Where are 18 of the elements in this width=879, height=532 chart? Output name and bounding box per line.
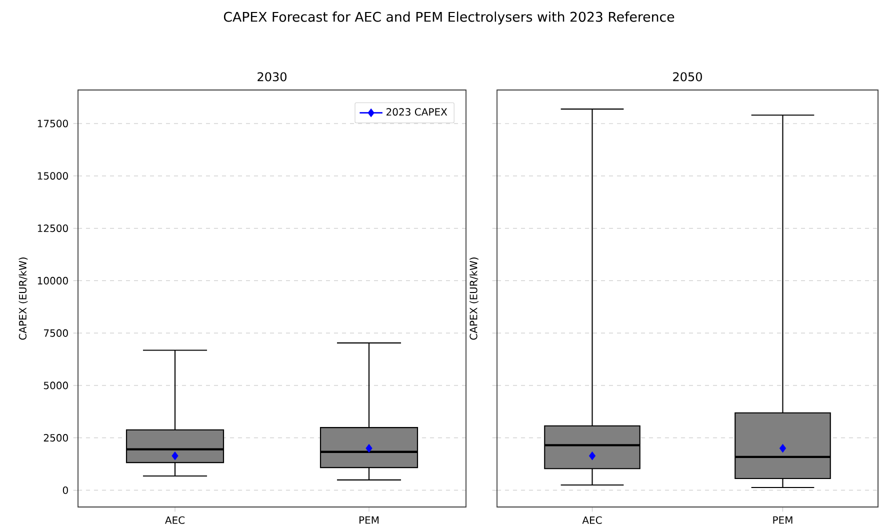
y-tick-label: 7500 xyxy=(44,329,68,337)
legend-label: 2023 CAPEX xyxy=(386,108,448,116)
chart-subtitle: 2030 xyxy=(258,72,286,82)
y-tick-label: 5000 xyxy=(44,382,68,390)
x-tick-label: AEC xyxy=(165,516,185,524)
y-tick-label: 0 xyxy=(62,486,68,494)
y-tick-label: 2500 xyxy=(44,434,68,442)
chart-title: CAPEX Forecast for AEC and PEM Electrolysers with 2023 Reference xyxy=(224,12,674,24)
chart-subtitle: 2050 xyxy=(673,72,702,82)
x-tick-label: PEM xyxy=(359,516,379,524)
x-tick-label: AEC xyxy=(582,516,602,524)
y-axis-title: CAPEX (EUR/kW) xyxy=(18,258,28,340)
x-tick-label: PEM xyxy=(773,516,792,524)
y-tick-label: 12500 xyxy=(38,224,68,232)
y-tick-label: 17500 xyxy=(38,120,68,128)
y-axis-title: CAPEX (EUR/kW) xyxy=(470,258,478,340)
y-tick-label: 10000 xyxy=(38,276,68,284)
y-tick-label: 15000 xyxy=(38,172,68,180)
